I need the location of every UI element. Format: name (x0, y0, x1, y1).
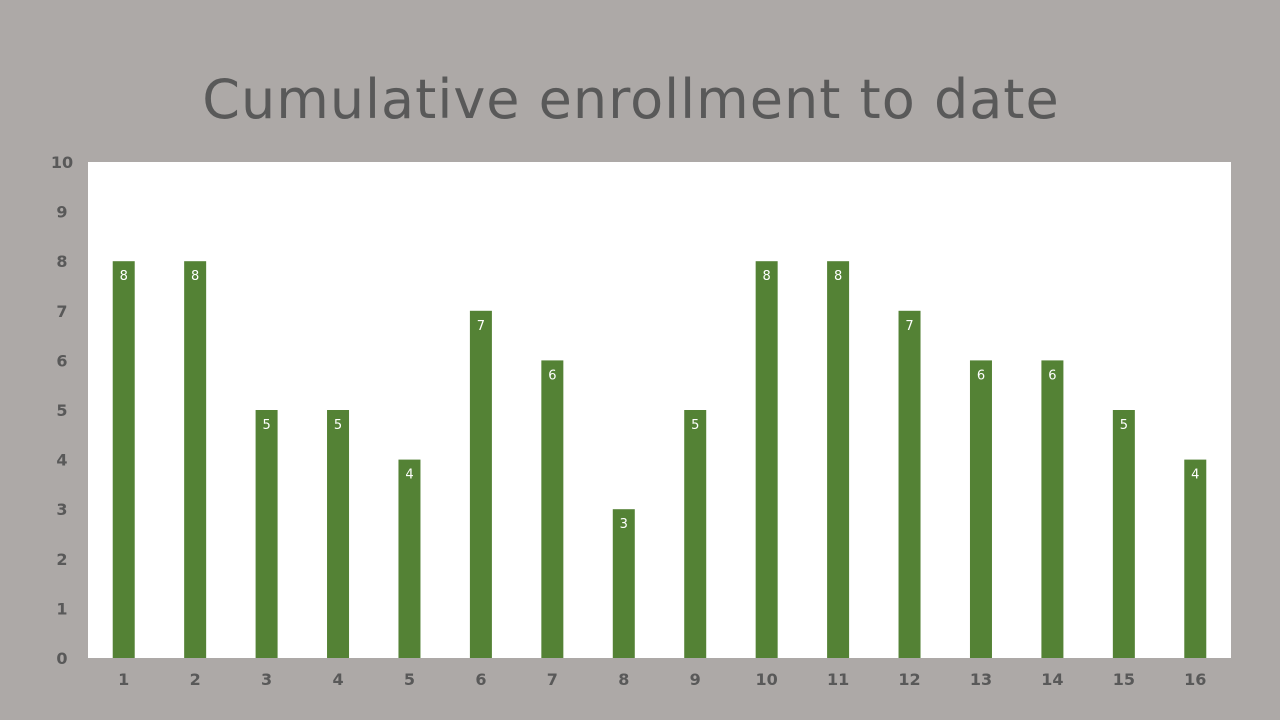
bar (541, 360, 564, 658)
y-tick-label: 9 (56, 203, 67, 222)
bar (684, 410, 707, 658)
data-label: 4 (1191, 468, 1199, 483)
bar (755, 261, 778, 658)
data-label: 4 (405, 468, 413, 483)
bar (898, 310, 921, 658)
chart-title: Cumulative enrollment to date (202, 68, 1060, 131)
data-label: 7 (477, 319, 485, 334)
y-axis: 0 1 2 3 4 5 6 7 8 9 10 (51, 153, 73, 668)
data-label: 8 (763, 269, 771, 284)
bar (1184, 459, 1207, 658)
x-tick-label: 14 (1041, 670, 1063, 689)
x-tick-label: 5 (404, 670, 415, 689)
plot-area (88, 162, 1231, 658)
data-label: 8 (191, 269, 199, 284)
bar (112, 261, 135, 658)
data-label: 5 (691, 418, 699, 433)
x-tick-label: 6 (475, 670, 486, 689)
data-label: 6 (1048, 368, 1056, 383)
y-tick-label: 2 (56, 550, 67, 569)
bar (398, 459, 421, 658)
y-tick-label: 3 (56, 500, 67, 519)
x-tick-label: 1 (118, 670, 129, 689)
bars: 8 8 5 5 4 7 6 3 5 8 8 7 6 6 5 4 (112, 261, 1207, 658)
x-tick-label: 2 (190, 670, 201, 689)
y-tick-label: 6 (56, 351, 67, 370)
bar (969, 360, 992, 658)
x-tick-label: 13 (970, 670, 992, 689)
x-tick-label: 16 (1184, 670, 1206, 689)
y-tick-label: 4 (56, 451, 67, 470)
x-tick-label: 12 (898, 670, 920, 689)
data-label: 5 (334, 418, 342, 433)
bar (827, 261, 850, 658)
data-label: 5 (262, 418, 270, 433)
x-tick-label: 10 (756, 670, 778, 689)
bar (1041, 360, 1064, 658)
y-tick-label: 5 (56, 401, 67, 420)
data-label: 7 (905, 319, 913, 334)
y-tick-label: 7 (56, 302, 67, 321)
x-tick-label: 8 (618, 670, 629, 689)
y-tick-label: 10 (51, 153, 73, 172)
data-label: 8 (120, 269, 128, 284)
x-tick-label: 4 (332, 670, 343, 689)
data-label: 3 (620, 517, 628, 532)
y-tick-label: 0 (56, 649, 67, 668)
bar (327, 410, 350, 658)
bar (184, 261, 207, 658)
y-tick-label: 1 (56, 599, 67, 618)
x-axis: 1 2 3 4 5 6 7 8 9 10 11 12 13 14 15 16 (118, 670, 1206, 689)
bar (612, 509, 635, 658)
data-label: 6 (548, 368, 556, 383)
y-tick-label: 8 (56, 252, 67, 271)
x-tick-label: 15 (1113, 670, 1135, 689)
bar (255, 410, 278, 658)
x-tick-label: 7 (547, 670, 558, 689)
bar (1112, 410, 1135, 658)
data-label: 6 (977, 368, 985, 383)
x-tick-label: 9 (690, 670, 701, 689)
bar (469, 310, 492, 658)
data-label: 8 (834, 269, 842, 284)
x-tick-label: 11 (827, 670, 849, 689)
x-tick-label: 3 (261, 670, 272, 689)
data-label: 5 (1120, 418, 1128, 433)
